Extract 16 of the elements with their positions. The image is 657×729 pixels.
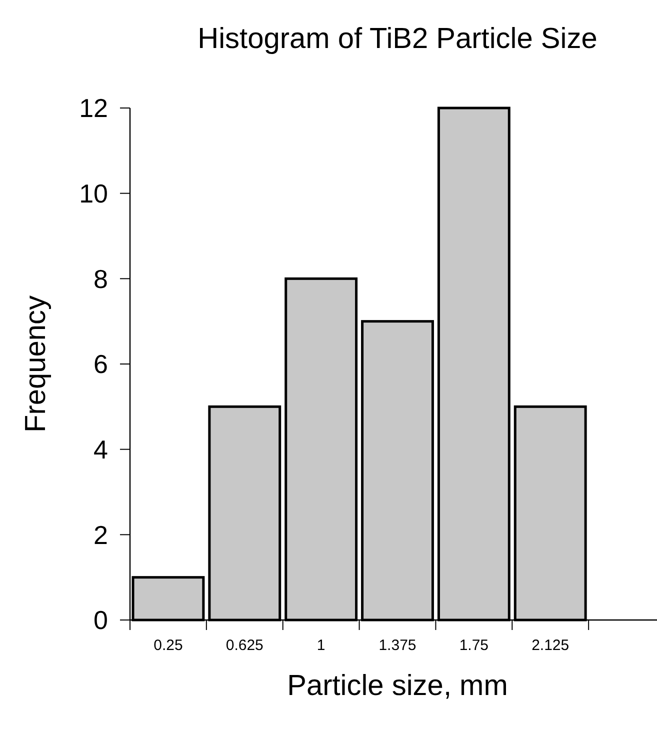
x-tick-label: 0.625: [226, 637, 264, 654]
x-tick-label: 1: [316, 637, 326, 654]
y-tick-label: 10: [79, 178, 108, 208]
chart-title: Histogram of TiB2 Particle Size: [198, 23, 598, 55]
y-tick-label: 0: [94, 605, 108, 636]
y-tick-label: 4: [94, 434, 108, 464]
x-tick-label: 2.125: [532, 637, 570, 654]
x-tick-label: 1.75: [459, 637, 489, 654]
y-tick-label: 12: [79, 93, 108, 124]
y-tick-label: 8: [94, 264, 108, 294]
x-axis-title: Particle size, mm: [287, 670, 508, 702]
x-tick-label: 0.25: [154, 637, 183, 654]
y-tick-label: 6: [94, 349, 108, 380]
x-tick-label: 1.375: [378, 637, 416, 654]
y-tick-label: 2: [94, 520, 108, 550]
y-axis-title: Frequency: [20, 294, 52, 433]
